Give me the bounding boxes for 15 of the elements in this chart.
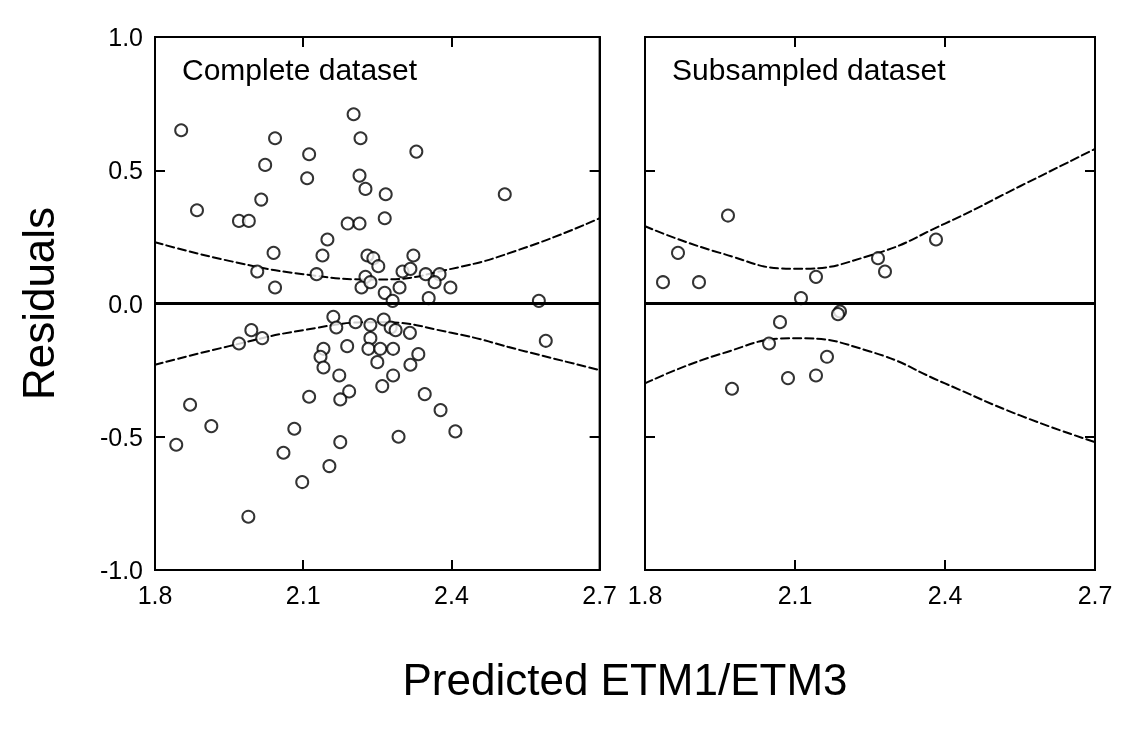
x-tick-label: 2.1 <box>777 580 813 609</box>
x-tick-label: 1.8 <box>627 580 663 609</box>
x-tick-label: 2.4 <box>434 580 469 609</box>
x-tick-label: 2.1 <box>285 580 321 609</box>
x-tick-label: 2.7 <box>582 580 618 609</box>
text: Complete dataset <box>182 52 418 86</box>
x-tick-label: 2.4 <box>927 580 963 609</box>
y-tick-label: 0.0 <box>108 289 143 318</box>
y-tick-label: 0.5 <box>108 156 143 185</box>
y-tick-label: 1.0 <box>108 23 143 51</box>
x-axis-title: Predicted ETM1/ETM3 <box>401 655 849 705</box>
text: Subsampled dataset <box>672 52 947 86</box>
y-tick-label: -0.5 <box>99 422 143 451</box>
y-axis-title: Residuals <box>13 206 63 401</box>
x-tick-label: 2.7 <box>1077 580 1113 609</box>
